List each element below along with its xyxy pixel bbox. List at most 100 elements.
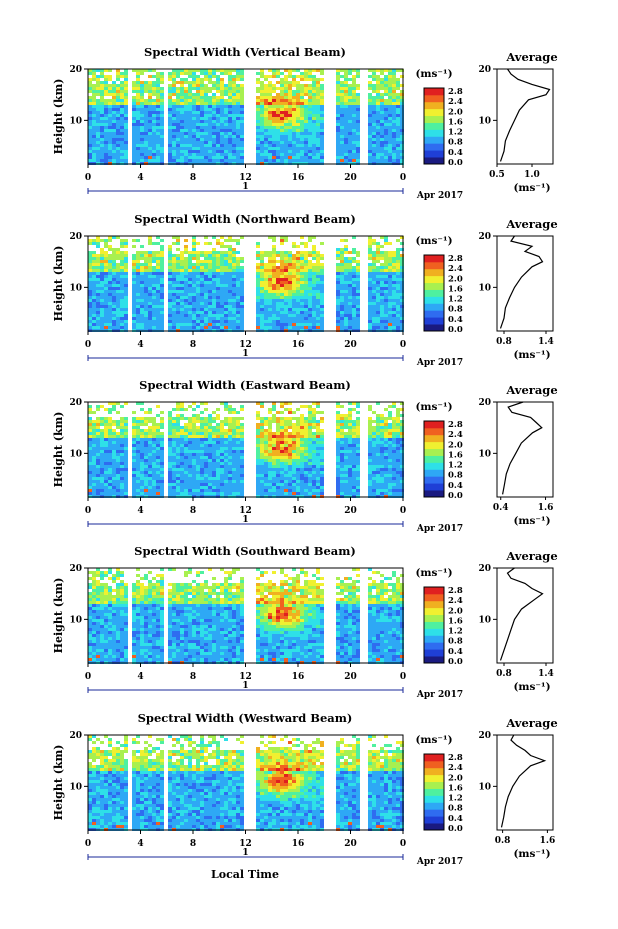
heatmap-cell	[148, 450, 152, 453]
heatmap-cell	[220, 326, 224, 329]
heatmap-cell	[256, 284, 260, 287]
heatmap-cell	[224, 308, 228, 311]
heatmap-cell	[100, 290, 104, 293]
colorbar-tick-label: 2.0	[448, 107, 463, 117]
heatmap-cell	[116, 462, 120, 465]
heatmap-cell	[136, 477, 140, 480]
heatmap-cell	[396, 123, 400, 126]
heatmap-cell	[348, 114, 352, 117]
heatmap-cell	[144, 456, 148, 459]
heatmap-cell	[132, 269, 136, 272]
heatmap-cell	[184, 305, 188, 308]
heatmap-cell	[208, 251, 212, 254]
heatmap-cell	[196, 150, 200, 153]
heatmap-cell	[216, 302, 220, 305]
heatmap-cell	[372, 290, 376, 293]
heatmap-cell	[96, 245, 100, 248]
heatmap-cell	[348, 150, 352, 153]
heatmap-cell	[396, 105, 400, 108]
heatmap-cell	[356, 96, 360, 99]
heatmap-cell	[228, 287, 232, 290]
heatmap-cell	[284, 102, 288, 105]
heatmap-cell	[312, 296, 316, 299]
heatmap-cell	[140, 480, 144, 483]
heatmap-cell	[380, 293, 384, 296]
heatmap-cell	[376, 126, 380, 129]
heatmap-cell	[228, 236, 232, 239]
heatmap-cell	[312, 111, 316, 114]
heatmap-cell	[96, 144, 100, 147]
heatmap-cell	[112, 311, 116, 314]
heatmap-cell	[192, 102, 196, 105]
heatmap-cell	[136, 93, 140, 96]
heatmap-cell	[192, 450, 196, 453]
heatmap-cell	[276, 314, 280, 317]
heatmap-cell	[152, 275, 156, 278]
colorbar-tick-label: 1.2	[448, 128, 463, 138]
heatmap-cell	[136, 114, 140, 117]
heatmap-cell	[140, 305, 144, 308]
heatmap-cell	[88, 117, 92, 120]
heatmap-cell	[216, 69, 220, 72]
heatmap-cell	[116, 257, 120, 260]
heatmap-cell	[136, 239, 140, 242]
heatmap-cell	[172, 471, 176, 474]
heatmap-cell	[280, 126, 284, 129]
heatmap-cell	[172, 75, 176, 78]
heatmap-cell	[108, 441, 112, 444]
heatmap-cell	[140, 93, 144, 96]
heatmap-cell	[304, 84, 308, 87]
heatmap-cell	[308, 132, 312, 135]
heatmap-cell	[196, 320, 200, 323]
heatmap-cell	[216, 281, 220, 284]
heatmap-cell	[196, 414, 200, 417]
heatmap-cell	[276, 320, 280, 323]
heatmap-cell	[152, 111, 156, 114]
heatmap-cell	[368, 251, 372, 254]
heatmap-cell	[100, 135, 104, 138]
heatmap-cell	[148, 420, 152, 423]
heatmap-cell	[392, 108, 396, 111]
heatmap-cell	[200, 141, 204, 144]
heatmap-cell	[120, 245, 124, 248]
heatmap-cell	[352, 290, 356, 293]
heatmap-cell	[280, 135, 284, 138]
heatmap-cell	[388, 126, 392, 129]
heatmap-cell	[168, 275, 172, 278]
heatmap-cell	[96, 420, 100, 423]
heatmap-cell	[344, 75, 348, 78]
heatmap-cell	[312, 120, 316, 123]
heatmap-cell	[108, 305, 112, 308]
heatmap-cell	[92, 438, 96, 441]
heatmap-cell	[380, 308, 384, 311]
heatmap-cell	[120, 263, 124, 266]
heatmap-cell	[296, 120, 300, 123]
heatmap-cell	[96, 266, 100, 269]
heatmap-cell	[188, 263, 192, 266]
heatmap-cell	[396, 153, 400, 156]
heatmap-cell	[100, 263, 104, 266]
heatmap-cell	[284, 275, 288, 278]
heatmap-cell	[304, 317, 308, 320]
heatmap-cell	[152, 84, 156, 87]
heatmap-cell	[160, 423, 164, 426]
heatmap-cell	[124, 320, 128, 323]
heatmap-cell	[116, 284, 120, 287]
heatmap-cell	[136, 471, 140, 474]
heatmap-cell	[292, 326, 296, 329]
heatmap-cell	[196, 159, 200, 162]
heatmap-cell	[112, 284, 116, 287]
heatmap-cell	[396, 81, 400, 84]
heatmap-cell	[392, 69, 396, 72]
heatmap-cell	[104, 153, 108, 156]
heatmap-cell	[96, 284, 100, 287]
heatmap-cell	[316, 153, 320, 156]
colorbar-tick-label: 2.0	[448, 274, 463, 284]
heatmap-cell	[116, 123, 120, 126]
heatmap-cell	[340, 239, 344, 242]
heatmap-cell	[292, 263, 296, 266]
heatmap-cell	[116, 453, 120, 456]
heatmap-cell	[396, 257, 400, 260]
heatmap-cell	[212, 156, 216, 159]
heatmap-cell	[240, 72, 244, 75]
